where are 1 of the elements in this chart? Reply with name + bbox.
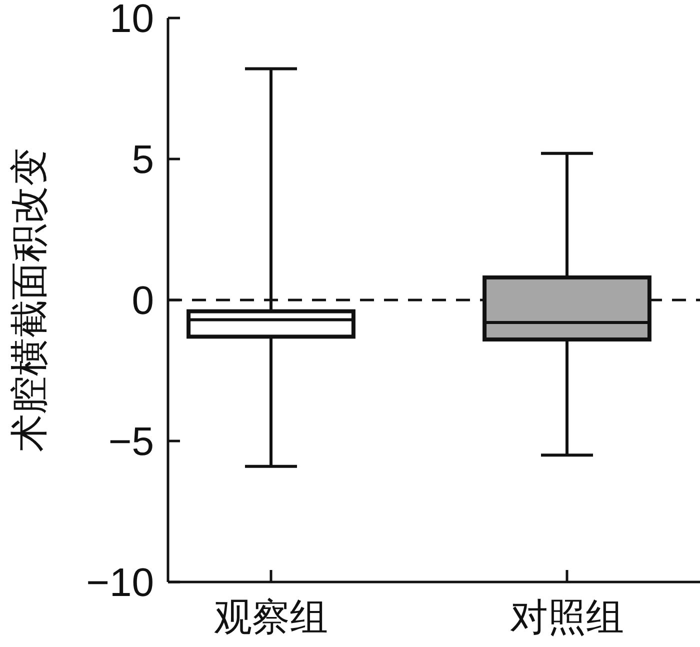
- ylabel: 术腔横截面积改变: [9, 148, 51, 452]
